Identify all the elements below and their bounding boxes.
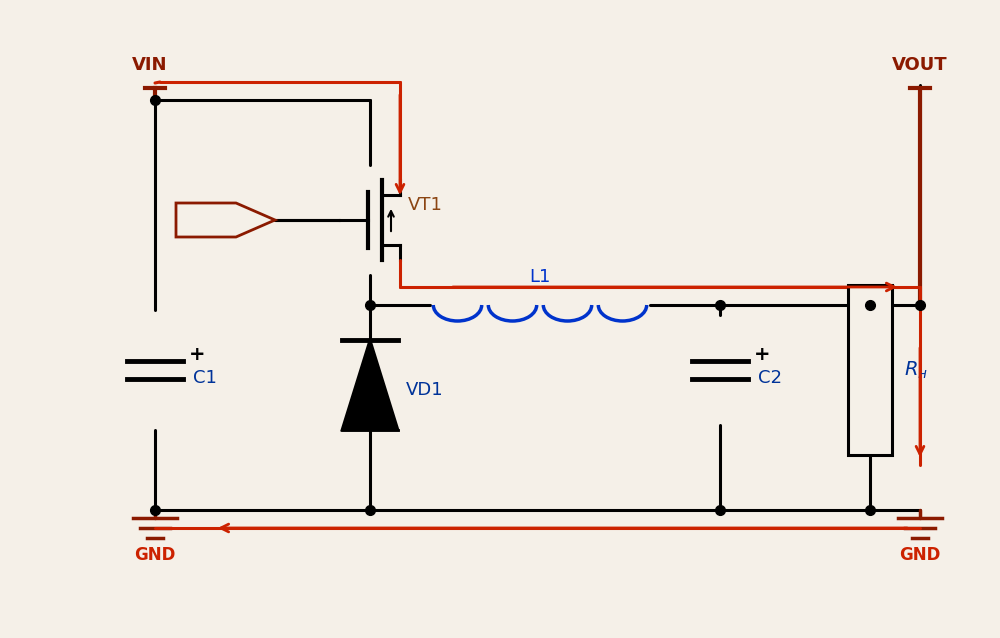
Text: L1: L1: [529, 268, 551, 286]
Polygon shape: [176, 203, 275, 237]
Text: GND: GND: [899, 546, 941, 564]
Text: C2: C2: [758, 369, 782, 387]
Text: +: +: [754, 346, 770, 364]
Text: VIN: VIN: [132, 56, 168, 74]
Text: +: +: [189, 346, 206, 364]
Bar: [848, 285, 892, 455]
Text: $R_н$: $R_н$: [904, 359, 928, 381]
Text: VT1: VT1: [408, 196, 443, 214]
Text: VD1: VD1: [406, 381, 444, 399]
Text: PWM: PWM: [182, 211, 230, 229]
Text: VOUT: VOUT: [892, 56, 948, 74]
Text: C1: C1: [193, 369, 217, 387]
Text: GND: GND: [134, 546, 176, 564]
Polygon shape: [342, 340, 398, 430]
